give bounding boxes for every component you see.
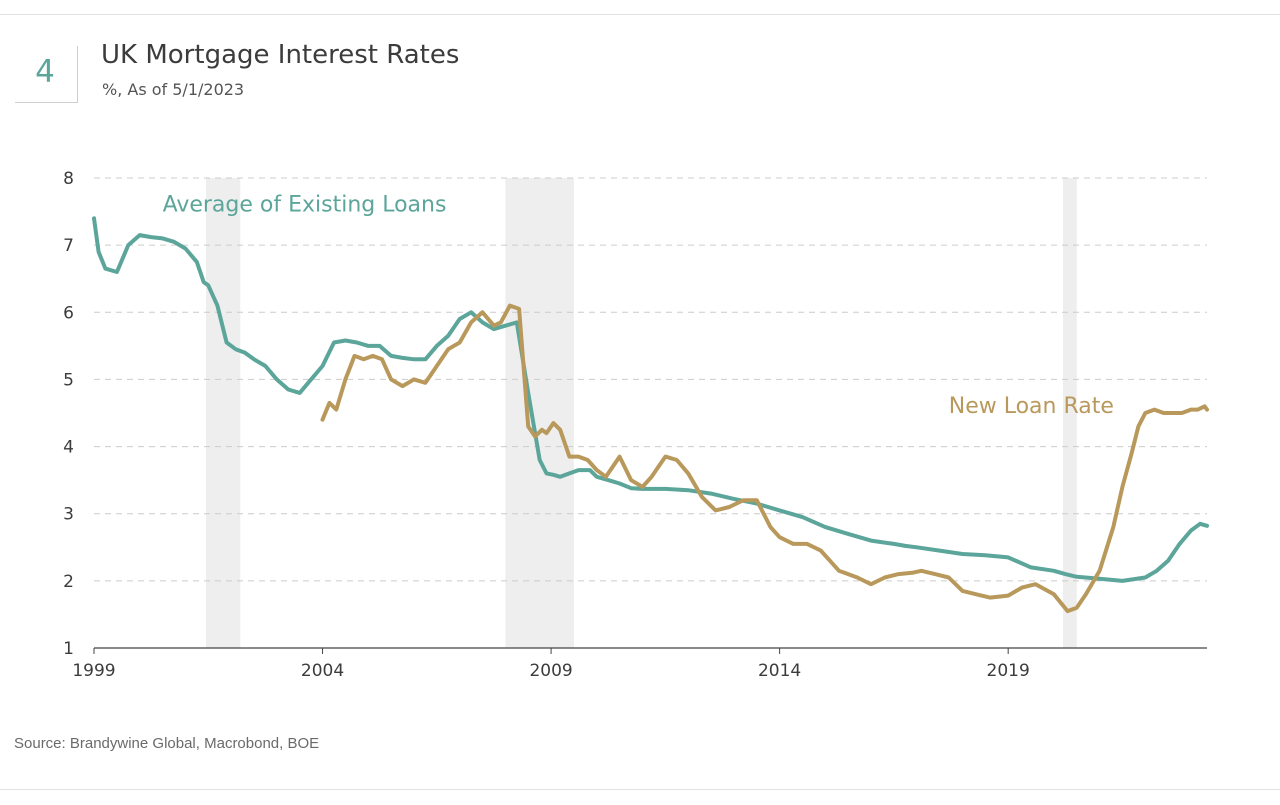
series-line-new-loan-rate — [320, 303, 1209, 614]
y-tick-label: 1 — [63, 639, 74, 659]
x-tick-label: 2004 — [301, 661, 344, 681]
y-tick-label: 7 — [63, 236, 74, 256]
chart-subtitle: %, As of 5/1/2023 — [102, 80, 245, 99]
series-label-average-of-existing-loans: Average of Existing Loans — [163, 193, 447, 218]
bottom-rule — [0, 789, 1280, 790]
series-label-new-loan-rate: New Loan Rate — [949, 394, 1114, 419]
x-tick-label: 2019 — [987, 661, 1030, 681]
recession-band-1 — [505, 178, 574, 648]
chart-title: UK Mortgage Interest Rates — [101, 40, 460, 70]
y-tick-label: 3 — [63, 505, 74, 525]
y-tick-label: 6 — [63, 303, 74, 323]
x-tick-label: 2009 — [529, 661, 572, 681]
recession-band-2 — [1063, 178, 1077, 648]
series-line-average-of-existing-loans — [92, 216, 1209, 583]
x-tick-label: 1999 — [72, 661, 115, 681]
y-tick-label: 5 — [63, 370, 74, 390]
recession-band-0 — [205, 178, 241, 648]
top-rule — [0, 14, 1280, 15]
x-tick-label: 2014 — [758, 661, 801, 681]
source-note: Source: Brandywine Global, Macrobond, BO… — [14, 735, 320, 752]
y-tick-label: 8 — [63, 169, 74, 189]
figure-number-box — [15, 46, 78, 103]
y-tick-label: 4 — [63, 438, 74, 458]
y-tick-label: 2 — [63, 572, 74, 592]
figure-number: 4 — [35, 54, 55, 90]
